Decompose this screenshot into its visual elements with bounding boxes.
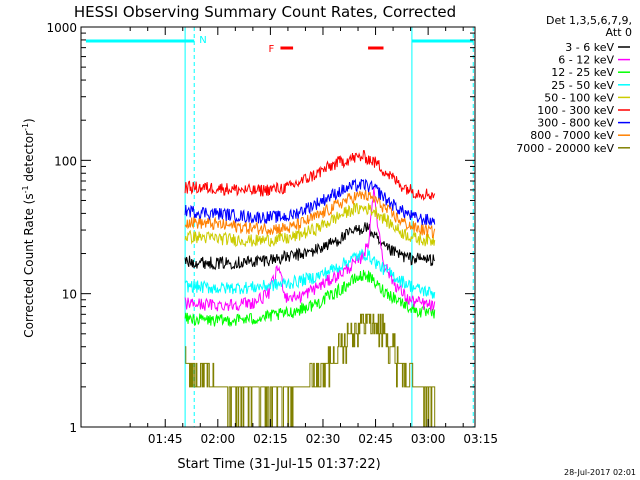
y-tick-label-0: 1 <box>69 421 77 435</box>
legend-label-6: 300 - 800 keV <box>537 117 614 130</box>
series-line-12-25-kev <box>184 269 436 327</box>
legend-label-0: 3 - 6 keV <box>565 41 614 54</box>
y-axis-label-mid: detector <box>22 131 36 186</box>
y-axis-label: Corrected Count Rate (s-1 detector-1) <box>21 118 36 337</box>
chart-title: HESSI Observing Summary Count Rates, Cor… <box>74 3 456 21</box>
y-axis-label-end: ) <box>22 118 36 123</box>
legend-label-1: 6 - 12 keV <box>558 54 614 67</box>
legend-label-8: 7000 - 20000 keV <box>516 142 614 155</box>
y-axis-label-sup2: -1 <box>21 123 30 131</box>
y-tick-label-3: 1000 <box>46 21 77 35</box>
x-tick-label-0: 01:45 <box>148 432 183 446</box>
axes-layer <box>80 26 476 428</box>
flare-label: F <box>268 44 274 55</box>
series-line-50-100-kev <box>184 202 436 248</box>
timestamp: 28-Jul-2017 02:01 <box>564 468 636 477</box>
series-line-6-12-kev <box>184 187 436 312</box>
x-tick-label-2: 02:15 <box>253 432 288 446</box>
series-layer <box>184 150 436 428</box>
y-axis-label-sup1: -1 <box>21 185 30 193</box>
legend-label-7: 800 - 7000 keV <box>530 129 614 142</box>
night-label: N <box>199 35 206 46</box>
y-tick-label-1: 10 <box>62 288 77 302</box>
series-line-800-7000-kev <box>184 189 436 239</box>
y-axis-label-main: Corrected Count Rate (s <box>22 193 36 337</box>
series-line-7000-20000-kev <box>185 313 436 428</box>
x-tick-label-5: 03:00 <box>411 432 446 446</box>
legend-label-2: 12 - 25 keV <box>551 66 614 79</box>
x-tick-label-1: 02:00 <box>201 432 236 446</box>
x-axis-label: Start Time (31-Jul-15 01:37:22) <box>177 457 380 472</box>
series-line-25-50-kev <box>184 248 436 299</box>
legend-label-3: 25 - 50 keV <box>551 79 614 92</box>
y-axis-ticks: 1 10 100 1000 <box>46 21 475 435</box>
series-line-3-6-kev <box>184 222 436 271</box>
x-tick-label-3: 02:30 <box>306 432 341 446</box>
legend-header-detectors: Det 1,3,5,6,7,9, <box>546 14 632 27</box>
plot-frame <box>80 26 476 428</box>
legend-label-4: 50 - 100 keV <box>544 91 614 104</box>
legend-label-5: 100 - 300 keV <box>537 104 614 117</box>
y-tick-label-2: 100 <box>54 154 77 168</box>
legend-header-attenuator: Att 0 <box>606 26 632 39</box>
x-tick-label-6: 03:15 <box>463 432 498 446</box>
series-line-100-300-kev <box>184 150 436 201</box>
x-tick-label-4: 02:45 <box>358 432 393 446</box>
x-axis-ticks: 01:45 02:00 02:15 02:30 02:45 03:00 03:15 <box>129 27 498 446</box>
series-line-300-800-kev <box>184 178 436 226</box>
